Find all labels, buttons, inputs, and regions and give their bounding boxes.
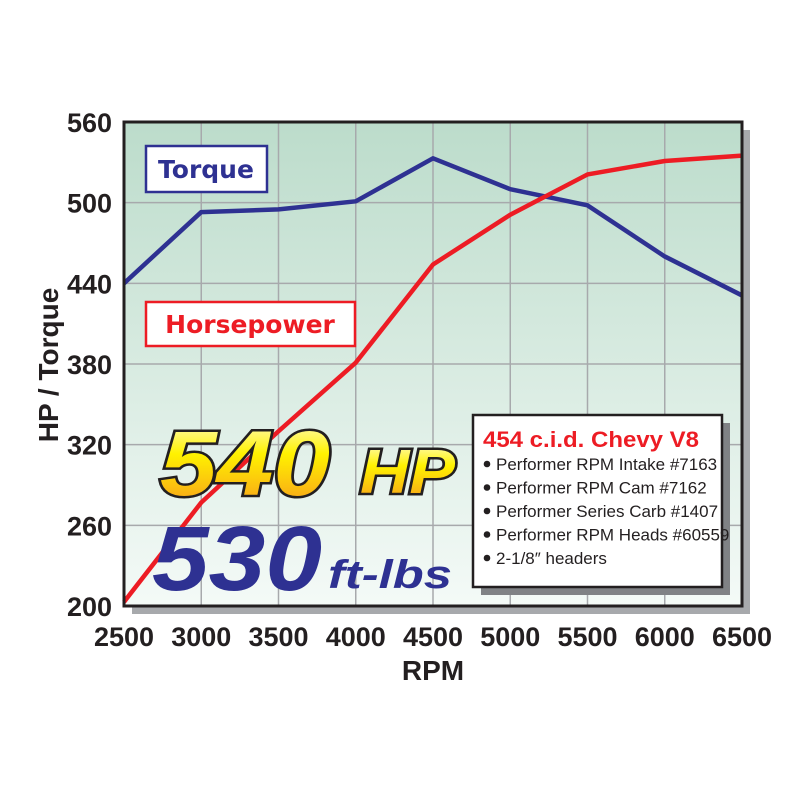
x-tick-label: 2500: [94, 622, 154, 652]
x-tick-label: 3500: [248, 622, 308, 652]
y-axis-title: HP / Torque: [33, 288, 64, 443]
y-tick-label: 440: [67, 269, 112, 299]
x-tick-label: 6500: [712, 622, 772, 652]
x-tick-label: 5500: [557, 622, 617, 652]
legend-torque-label: Torque: [158, 155, 254, 184]
legend-torque: Torque: [144, 144, 269, 194]
spec-item: Performer RPM Cam #7162: [496, 479, 707, 498]
bullet-icon: [483, 531, 491, 538]
spec-item: 2-1/8″ headers: [496, 549, 607, 568]
x-tick-label: 6000: [635, 622, 695, 652]
spec-title: 454 c.i.d. Chevy V8: [483, 427, 699, 452]
torque-callout: 530 ft-lbs: [152, 508, 452, 610]
bullet-icon: [483, 484, 491, 491]
x-tick-label: 3000: [171, 622, 231, 652]
torque-value: 530: [152, 508, 322, 610]
y-tick-label: 200: [67, 592, 112, 622]
hp-value: 540: [160, 413, 330, 515]
plot-border: [122, 120, 744, 608]
hp-callout: 540 HP: [158, 411, 459, 518]
legend-horsepower-label: Horsepower: [165, 310, 335, 339]
legend-horsepower: Horsepower: [144, 300, 357, 348]
x-axis-title: RPM: [402, 655, 464, 686]
y-tick-label: 380: [67, 350, 112, 380]
x-tick-labels: 2500 3000 3500 4000 4500 5000 5500 6000 6500: [94, 622, 772, 652]
x-tick-label: 4000: [326, 622, 386, 652]
y-tick-label: 320: [67, 431, 112, 461]
bullet-icon: [483, 507, 491, 515]
spec-item: Performer RPM Intake #7163: [496, 455, 717, 474]
torque-unit: ft-lbs: [328, 553, 452, 597]
y-tick-label: 560: [67, 108, 112, 138]
y-tick-label: 260: [67, 511, 112, 541]
x-tick-label: 4500: [403, 622, 463, 652]
y-tick-labels: 200 260 320 380 440 500 560: [67, 108, 112, 622]
y-tick-label: 500: [67, 189, 112, 219]
spec-item: Performer RPM Heads #60559: [496, 526, 729, 545]
bullet-icon: [483, 554, 491, 562]
bullet-icon: [483, 460, 491, 468]
hp-unit: HP: [360, 438, 456, 507]
spec-box: 454 c.i.d. Chevy V8 Performer RPM Intake…: [471, 413, 730, 595]
x-tick-label: 5000: [480, 622, 540, 652]
spec-item: Performer Series Carb #1407: [496, 502, 718, 521]
